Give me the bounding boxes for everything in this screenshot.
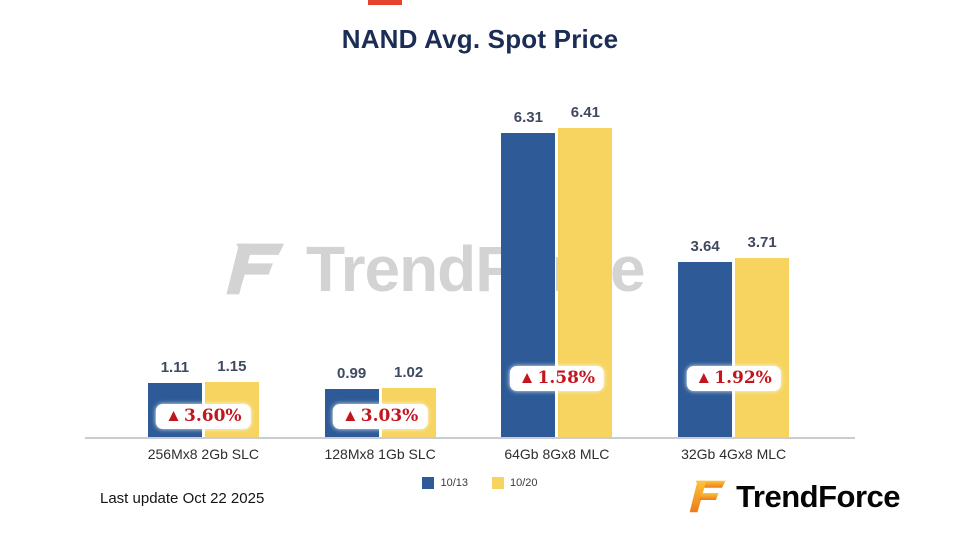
category-label: 64Gb 8Gx8 MLC	[504, 446, 610, 462]
value-label: 3.71	[747, 234, 777, 251]
change-value: 3.60%	[184, 406, 242, 426]
bar-10/13	[501, 133, 556, 437]
up-triangle-icon: ▲	[695, 368, 713, 387]
trendforce-logo-icon	[689, 480, 726, 513]
bar-group: 3.64 3.71 ▲ 1.92% 32Gb 4Gx8 MLC	[645, 70, 822, 462]
bar-chart: 1.11 1.15 ▲ 3.60% 256Mx8 2Gb SLC 0.99 1.02 ▲ 3.0…	[85, 70, 855, 462]
last-update-text: Last update Oct 22 2025	[100, 490, 265, 507]
legend-item: 10/20	[492, 477, 538, 489]
bar-10/13	[678, 262, 733, 437]
value-label: 0.99	[337, 365, 367, 382]
value-label: 1.11	[160, 359, 190, 376]
legend-swatch	[422, 477, 435, 489]
top-red-strip	[368, 0, 402, 5]
legend: 10/13 10/20	[0, 477, 960, 489]
value-label: 3.64	[690, 238, 720, 255]
legend-item: 10/13	[422, 477, 468, 489]
value-label: 6.31	[513, 109, 543, 126]
plot-area: 1.11 1.15 ▲ 3.60% 256Mx8 2Gb SLC 0.99 1.02 ▲ 3.0…	[115, 70, 822, 462]
bar-10/20	[735, 258, 790, 437]
change-badge: ▲ 3.03%	[332, 404, 428, 429]
bar-with-label: 3.71	[735, 234, 790, 437]
up-triangle-icon: ▲	[165, 406, 183, 425]
bar-with-label: 3.64	[678, 238, 733, 437]
legend-swatch	[492, 477, 504, 489]
bar-pair: 1.11 1.15	[147, 358, 259, 437]
trendforce-logo-text: TrendForce	[736, 478, 900, 514]
chart-title: NAND Avg. Spot Price	[341, 24, 619, 54]
category-label: 256Mx8 2Gb SLC	[147, 446, 260, 462]
change-value: 1.58%	[537, 368, 596, 388]
value-label: 1.02	[394, 364, 424, 381]
change-badge: ▲ 1.92%	[686, 366, 781, 391]
value-label: 6.41	[570, 104, 600, 121]
legend-label: 10/13	[440, 477, 468, 489]
change-value: 3.03%	[360, 406, 419, 426]
value-label: 1.15	[217, 358, 247, 375]
change-value: 1.92%	[714, 368, 772, 388]
up-triangle-icon: ▲	[518, 368, 536, 387]
change-badge: ▲ 3.60%	[156, 404, 251, 429]
change-badge: ▲ 1.58%	[509, 366, 605, 391]
up-triangle-icon: ▲	[341, 406, 359, 425]
category-label: 32Gb 4Gx8 MLC	[681, 446, 787, 462]
bar-group: 0.99 1.02 ▲ 3.03% 128Mx8 1Gb SLC	[292, 70, 469, 462]
category-label: 128Mx8 1Gb SLC	[324, 446, 436, 462]
trendforce-logo: TrendForce	[687, 477, 900, 516]
bar-pair: 3.64 3.71	[678, 234, 790, 437]
legend-label: 10/20	[510, 477, 538, 489]
bar-group: 1.11 1.15 ▲ 3.60% 256Mx8 2Gb SLC	[115, 70, 292, 462]
bar-group: 6.31 6.41 ▲ 1.58% 64Gb 8Gx8 MLC	[469, 70, 646, 462]
